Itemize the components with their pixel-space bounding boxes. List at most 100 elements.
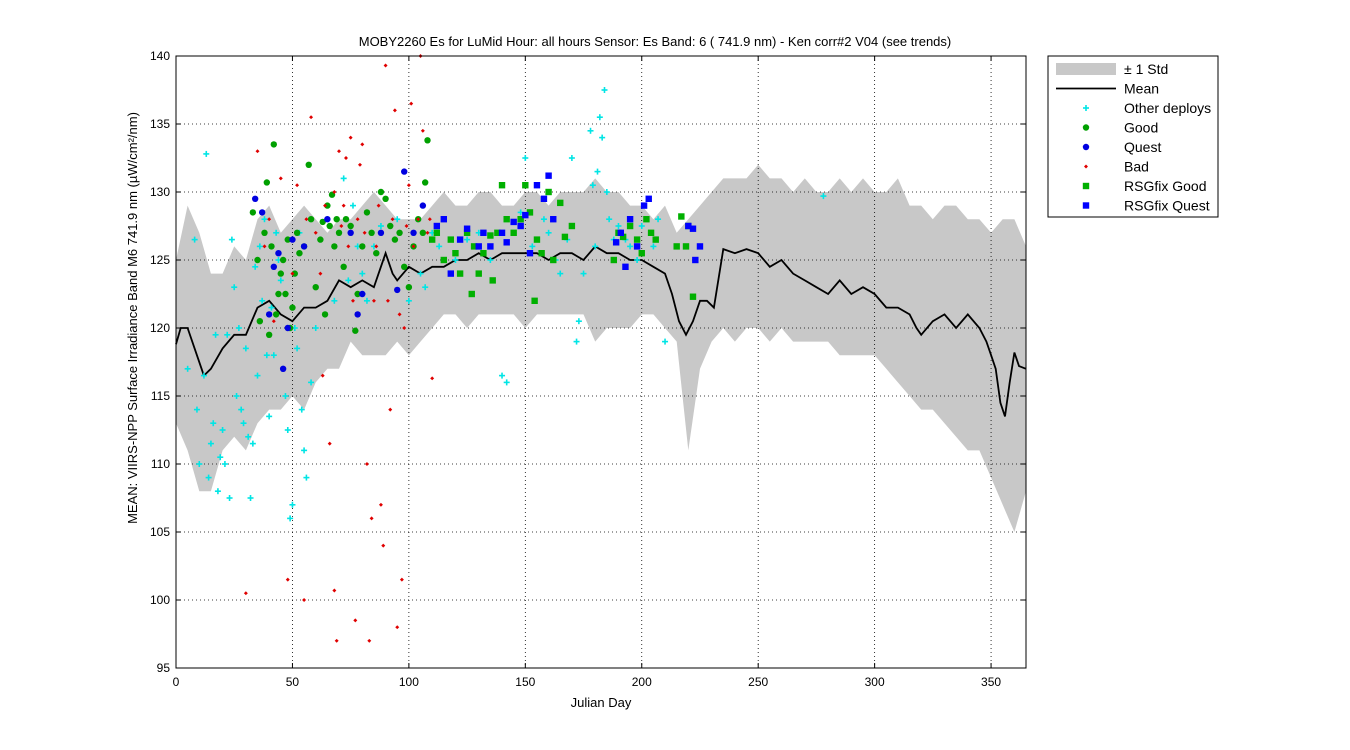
point-rsgfix-quest <box>517 222 524 230</box>
x-tick-label: 100 <box>399 675 419 689</box>
point-good <box>419 229 427 236</box>
point-good <box>268 243 275 250</box>
point-rsgfix-good <box>468 290 475 298</box>
point-other-deploys <box>191 236 198 243</box>
point-good <box>291 270 298 277</box>
point-other-deploys <box>303 474 310 481</box>
point-good <box>340 263 347 270</box>
point-bad <box>262 244 267 249</box>
point-rsgfix-good <box>619 233 627 241</box>
point-other-deploys <box>587 127 594 134</box>
legend-label: Quest <box>1124 139 1161 155</box>
point-good <box>296 250 303 257</box>
point-other-deploys <box>422 284 429 291</box>
point-other-deploys <box>266 413 273 420</box>
point-other-deploys <box>377 223 384 229</box>
point-other-deploys <box>575 318 582 325</box>
point-other-deploys <box>254 372 261 379</box>
point-rsgfix-quest <box>487 243 494 250</box>
point-other-deploys <box>568 155 575 161</box>
point-other-deploys <box>634 257 641 263</box>
point-quest <box>419 202 427 209</box>
x-tick-label: 200 <box>632 675 652 689</box>
point-rsgfix-good <box>638 250 645 257</box>
point-bad <box>392 108 397 113</box>
point-other-deploys <box>359 270 366 277</box>
point-other-deploys <box>184 365 191 372</box>
point-quest <box>258 209 266 216</box>
point-other-deploys <box>301 447 308 454</box>
y-tick-label: 140 <box>150 49 170 63</box>
point-other-deploys <box>205 474 212 481</box>
point-rsgfix-good <box>647 229 655 236</box>
point-rsgfix-quest <box>456 236 464 243</box>
point-rsgfix-quest <box>480 229 487 236</box>
point-rsgfix-good <box>470 243 478 250</box>
point-rsgfix-good <box>533 236 541 243</box>
point-other-deploys <box>522 155 529 161</box>
point-other-deploys <box>487 257 494 263</box>
point-other-deploys <box>599 134 606 141</box>
point-other-deploys <box>289 501 296 508</box>
legend-swatch-band <box>1056 63 1116 75</box>
point-bad <box>357 162 362 167</box>
point-quest <box>394 286 401 294</box>
x-tick-label: 350 <box>981 675 1001 689</box>
point-rsgfix-quest <box>696 243 704 250</box>
point-other-deploys <box>263 352 270 359</box>
point-good <box>342 216 350 223</box>
point-other-deploys <box>820 193 827 200</box>
point-rsgfix-good <box>440 256 448 264</box>
point-other-deploys <box>540 216 547 223</box>
x-tick-label: 300 <box>865 675 885 689</box>
point-quest <box>377 229 385 236</box>
plot-frame <box>175 55 1027 669</box>
point-rsgfix-quest <box>540 195 548 202</box>
point-rsgfix-good <box>480 250 487 257</box>
std-band-area <box>176 164 1026 533</box>
y-tick-label: 125 <box>150 253 170 267</box>
point-other-deploys <box>340 175 347 182</box>
point-bad <box>267 217 272 222</box>
point-good <box>333 216 340 223</box>
point-other-deploys <box>256 243 263 250</box>
point-good <box>272 311 280 318</box>
point-quest <box>324 216 331 223</box>
point-other-deploys <box>228 236 235 243</box>
point-good <box>401 263 408 270</box>
point-other-deploys <box>245 433 252 440</box>
point-other-deploys <box>436 243 443 250</box>
point-rsgfix-quest <box>612 239 620 246</box>
point-bad <box>409 101 414 106</box>
point-quest <box>289 236 296 243</box>
point-rsgfix-quest <box>522 211 529 219</box>
point-rsgfix-good <box>433 229 441 236</box>
point-other-deploys <box>212 331 219 338</box>
point-rsgfix-good <box>428 236 436 243</box>
y-tick-label: 115 <box>151 389 170 403</box>
point-good <box>321 311 329 318</box>
point-bad <box>378 502 383 507</box>
point-other-deploys <box>596 114 603 121</box>
x-axis-label: Julian Day <box>571 695 632 710</box>
point-rsgfix-good <box>531 297 538 304</box>
point-good <box>319 218 326 226</box>
point-other-deploys <box>252 263 259 270</box>
series-quest <box>251 168 427 372</box>
point-other-deploys <box>603 189 610 195</box>
point-other-deploys <box>592 243 599 250</box>
point-other-deploys <box>249 440 256 447</box>
series-other-deploys <box>184 87 827 522</box>
point-rsgfix-quest <box>498 229 506 236</box>
point-other-deploys <box>405 297 412 304</box>
point-other-deploys <box>464 236 471 243</box>
point-other-deploys <box>235 325 242 331</box>
point-good <box>317 236 324 243</box>
point-rsgfix-quest <box>503 239 510 246</box>
point-bad <box>383 63 388 68</box>
point-good <box>352 327 359 334</box>
point-quest <box>347 229 354 236</box>
point-other-deploys <box>557 270 564 277</box>
point-bad <box>376 203 381 208</box>
